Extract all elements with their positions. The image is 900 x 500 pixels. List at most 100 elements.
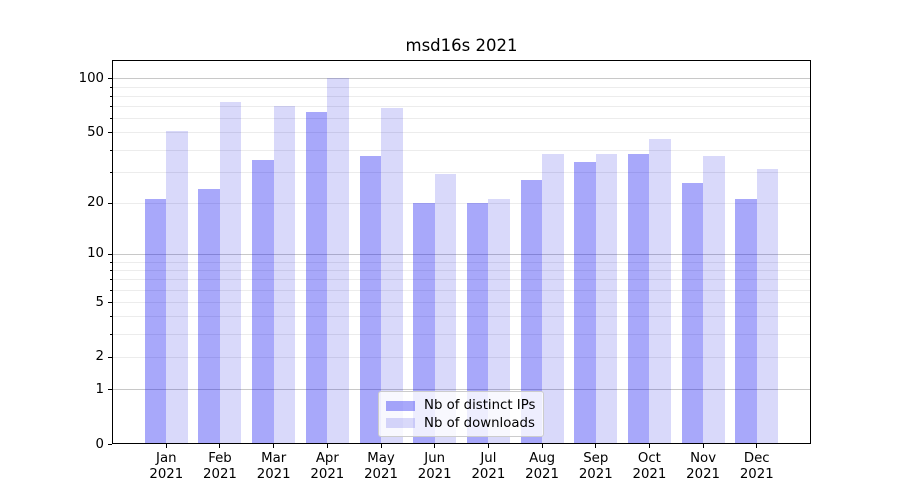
- y-tick-mark: [108, 254, 112, 255]
- gridline-minor: [112, 96, 811, 97]
- legend-item-distinct-ips: Nb of distinct IPs: [386, 397, 535, 415]
- bar-ips-feb: [198, 188, 220, 444]
- x-tick-mark: [595, 444, 597, 448]
- y-tick-label: 20: [87, 195, 104, 211]
- x-tick-mark: [434, 444, 436, 448]
- x-tick-label: Oct 2021: [632, 451, 667, 482]
- x-tick-mark: [273, 444, 275, 448]
- gridline-major: [112, 389, 811, 390]
- x-tick-mark: [165, 444, 167, 448]
- legend-swatch-downloads: [386, 418, 415, 429]
- x-tick-mark: [219, 444, 221, 448]
- bar-downloads-feb: [219, 101, 242, 444]
- x-tick-mark: [326, 444, 328, 448]
- x-tick-label: Jun 2021: [417, 451, 452, 482]
- gridline-minor: [112, 87, 811, 88]
- y-tick-mark: [108, 203, 112, 204]
- y-tick-mark: [108, 389, 112, 390]
- y-tick-label: 2: [95, 349, 104, 365]
- gridline-minor: [112, 203, 811, 204]
- bar-ips-mar: [252, 160, 274, 444]
- x-tick-label: Jan 2021: [149, 451, 184, 482]
- gridline-minor: [112, 118, 811, 119]
- y-tick-label: 1: [95, 381, 104, 397]
- y-minor-tick-mark: [110, 279, 112, 280]
- gridline-minor: [112, 357, 811, 358]
- gridline-minor: [112, 106, 811, 107]
- y-minor-tick-mark: [110, 290, 112, 291]
- bar-ips-jul: [466, 202, 489, 444]
- x-tick-mark: [487, 444, 489, 448]
- bar-downloads-mar: [273, 106, 296, 444]
- y-tick-label: 50: [87, 124, 104, 140]
- gridline-minor: [112, 270, 811, 271]
- bars-layer: [112, 60, 811, 444]
- bar-downloads-nov: [703, 155, 725, 444]
- x-tick-mark: [648, 444, 650, 448]
- bar-ips-apr: [305, 111, 328, 444]
- x-tick-mark: [702, 444, 704, 448]
- gridline-minor: [112, 172, 811, 173]
- y-minor-tick-mark: [110, 334, 112, 335]
- y-minor-tick-mark: [110, 106, 112, 107]
- y-tick-mark: [108, 357, 112, 358]
- x-tick-label: Apr 2021: [310, 451, 345, 482]
- y-minor-tick-mark: [110, 118, 112, 119]
- x-tick-label: Dec 2021: [739, 451, 774, 482]
- bar-downloads-aug: [542, 153, 564, 444]
- gridline-minor: [112, 316, 811, 317]
- y-tick-mark: [108, 78, 112, 79]
- legend-label-downloads: Nb of downloads: [424, 415, 535, 431]
- x-tick-label: Aug 2021: [525, 451, 559, 482]
- y-minor-tick-mark: [110, 87, 112, 88]
- y-tick-mark: [108, 444, 112, 445]
- bar-ips-oct: [627, 153, 650, 444]
- y-tick-label: 100: [78, 70, 104, 86]
- legend-swatch-distinct-ips: [386, 400, 415, 411]
- chart-title: msd16s 2021: [405, 36, 518, 55]
- y-minor-tick-mark: [110, 316, 112, 317]
- bar-downloads-apr: [327, 78, 349, 444]
- x-tick-label: Nov 2021: [686, 451, 721, 482]
- bar-downloads-jul: [488, 199, 510, 444]
- legend: Nb of distinct IPs Nb of downloads: [378, 391, 544, 437]
- y-tick-label: 10: [87, 246, 104, 262]
- x-tick-label: May 2021: [364, 451, 398, 482]
- legend-item-downloads: Nb of downloads: [386, 415, 535, 433]
- y-minor-tick-mark: [110, 150, 112, 151]
- gridline-major: [112, 254, 811, 255]
- gridline-minor: [112, 302, 811, 303]
- gridline-minor: [112, 290, 811, 291]
- x-tick-label: Feb 2021: [203, 451, 237, 482]
- gridline-major: [112, 78, 811, 79]
- bar-ips-nov: [681, 182, 704, 444]
- bar-downloads-may: [381, 108, 403, 444]
- bar-ips-sep: [574, 162, 596, 444]
- bar-downloads-dec: [756, 169, 779, 444]
- x-tick-label: Sep 2021: [578, 451, 613, 482]
- bar-ips-may: [359, 155, 382, 444]
- bar-downloads-oct: [649, 138, 671, 444]
- y-tick-mark: [108, 302, 112, 303]
- bar-ips-dec: [735, 199, 757, 444]
- y-minor-tick-mark: [110, 270, 112, 271]
- x-tick-mark: [541, 444, 543, 448]
- gridline-minor: [112, 334, 811, 335]
- gridline-minor: [112, 150, 811, 151]
- x-tick-mark: [756, 444, 758, 448]
- gridlines-layer: [112, 60, 811, 444]
- y-minor-tick-mark: [110, 172, 112, 173]
- bar-ips-jun: [413, 202, 435, 444]
- gridline-minor: [112, 262, 811, 263]
- x-tick-mark: [380, 444, 382, 448]
- x-tick-label: Jul 2021: [471, 451, 506, 482]
- y-minor-tick-mark: [110, 262, 112, 263]
- y-minor-tick-mark: [110, 96, 112, 97]
- bar-ips-jan: [144, 199, 167, 444]
- y-tick-label: 0: [95, 436, 104, 452]
- bar-downloads-jun: [434, 174, 457, 444]
- legend-label-distinct-ips: Nb of distinct IPs: [424, 398, 536, 414]
- gridline-minor: [112, 279, 811, 280]
- bar-downloads-jan: [166, 130, 188, 444]
